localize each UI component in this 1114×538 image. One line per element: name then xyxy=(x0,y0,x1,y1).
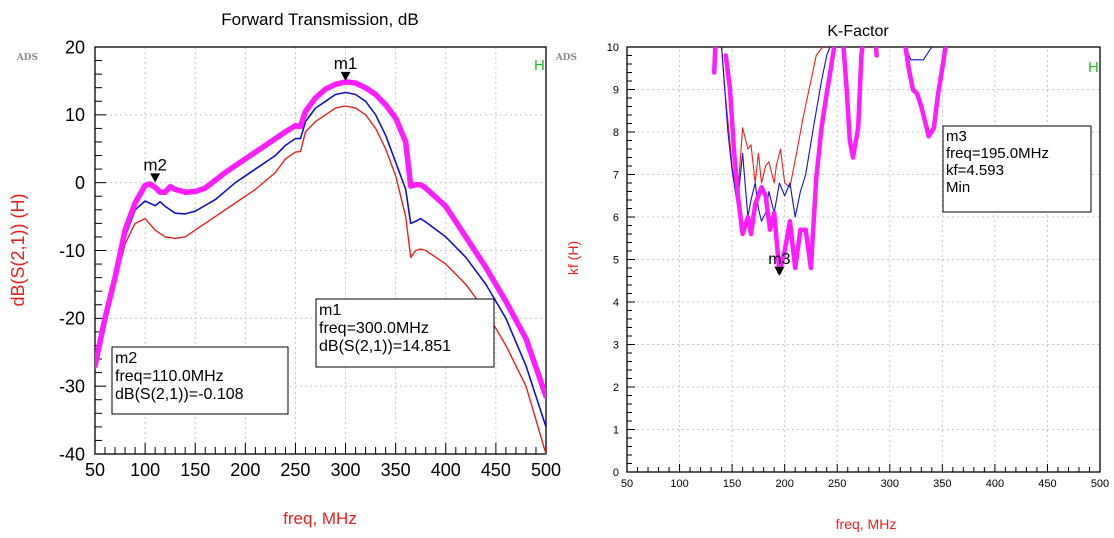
marker-m1-label: m1 xyxy=(334,54,358,73)
x-tick-label: 450 xyxy=(1038,478,1056,490)
marker-m2-triangle xyxy=(150,173,161,183)
x-tick-label: 250 xyxy=(828,478,846,490)
marker-m2-box xyxy=(111,346,289,415)
series-line-1 xyxy=(95,105,546,454)
y-tick-label: 2 xyxy=(613,382,619,394)
series-line-2 xyxy=(904,47,933,61)
y-tick-label: 8 xyxy=(613,127,619,139)
y-tick-label: 0 xyxy=(613,467,619,479)
x-tick-label: 500 xyxy=(531,460,561,480)
marker-m3-readout-line: Min xyxy=(946,179,970,196)
x-tick-label: 450 xyxy=(481,460,511,480)
y-tick-label: 6 xyxy=(613,212,619,224)
chart-title: Forward Transmission, dB xyxy=(221,10,418,29)
series-line-3 xyxy=(873,47,879,58)
series-line-3 xyxy=(723,47,837,275)
x-tick-label: 350 xyxy=(381,460,411,480)
marker-m3-box xyxy=(942,125,1092,213)
y-tick-label: 20 xyxy=(65,37,85,57)
marker-m2-readout-line: dB(S(2,1))=-0.108 xyxy=(115,386,244,403)
marker-m1-readout-line: m1 xyxy=(319,302,341,319)
y-tick-label: 10 xyxy=(65,105,85,125)
x-tick-label: 50 xyxy=(621,478,633,490)
series-line-3 xyxy=(95,79,546,400)
y-tick-label: 3 xyxy=(613,339,619,351)
series-line-3 xyxy=(903,47,948,139)
y-tick-label: -10 xyxy=(59,241,85,261)
marker-m1-box xyxy=(315,298,495,368)
marker-m2-readout-line: m2 xyxy=(115,350,137,367)
forward-transmission-chart: Forward Transmission, dB freq, MHz dB(S(2,… xyxy=(8,10,561,528)
x-tick-label: 400 xyxy=(431,460,461,480)
corner-h-label: H xyxy=(534,57,545,74)
x-tick-label: 150 xyxy=(723,478,741,490)
chart-title: K-Factor xyxy=(827,23,889,40)
marker-m2-readout-line: freq=110.0MHz xyxy=(115,368,224,385)
x-tick-label: 100 xyxy=(670,478,688,490)
y-tick-label: 7 xyxy=(613,169,619,181)
x-tick-label: 50 xyxy=(85,460,105,480)
marker-m3-readout-line: freq=195.0MHz xyxy=(946,145,1049,162)
marker-m3-label: m3 xyxy=(768,251,790,268)
x-axis-label: freq, MHz xyxy=(836,516,897,532)
y-axis-label: dB(S(2,1)) (H) xyxy=(8,193,28,306)
x-tick-label: 200 xyxy=(230,460,260,480)
y-tick-label: 5 xyxy=(613,254,619,266)
series-group xyxy=(95,79,546,454)
y-tick-label: 1 xyxy=(613,424,619,436)
y-tick-label: -40 xyxy=(59,444,85,464)
ads-badge: ADS xyxy=(16,53,38,63)
x-tick-label: 350 xyxy=(933,478,951,490)
x-tick-label: 300 xyxy=(331,460,361,480)
corner-h-label: H xyxy=(1088,59,1099,76)
x-tick-label: 300 xyxy=(881,478,899,490)
marker-m3-readout-line: kf=4.593 xyxy=(946,162,1004,179)
y-tick-label: 4 xyxy=(613,297,619,309)
y-tick-label: -30 xyxy=(59,376,85,396)
marker-m3-readout-line: m3 xyxy=(946,128,967,145)
marker-m3-triangle xyxy=(774,266,785,276)
series-line-3 xyxy=(711,47,718,75)
marker-m1-triangle xyxy=(340,71,351,81)
marker-m2-label: m2 xyxy=(143,155,167,174)
x-tick-label: 200 xyxy=(775,478,793,490)
x-tick-label: 100 xyxy=(130,460,160,480)
y-tick-label: 10 xyxy=(607,42,619,54)
x-tick-label: 400 xyxy=(986,478,1004,490)
x-tick-label: 250 xyxy=(280,460,310,480)
x-axis-label: freq, MHz xyxy=(283,509,357,528)
x-tick-label: 500 xyxy=(1091,478,1109,490)
series-group xyxy=(711,47,948,275)
y-tick-label: -20 xyxy=(59,309,85,329)
marker-m1-readout-line: dB(S(2,1))=14.851 xyxy=(319,338,451,355)
ads-badge: ADS xyxy=(555,53,577,63)
series-line-3 xyxy=(841,47,865,160)
y-tick-label: 9 xyxy=(613,84,619,96)
x-tick-label: 150 xyxy=(180,460,210,480)
y-axis-label: kf (H) xyxy=(565,241,581,275)
marker-m1-readout-line: freq=300.0MHz xyxy=(319,320,429,337)
series-line-2 xyxy=(95,91,546,428)
y-tick-label: 0 xyxy=(75,173,85,193)
